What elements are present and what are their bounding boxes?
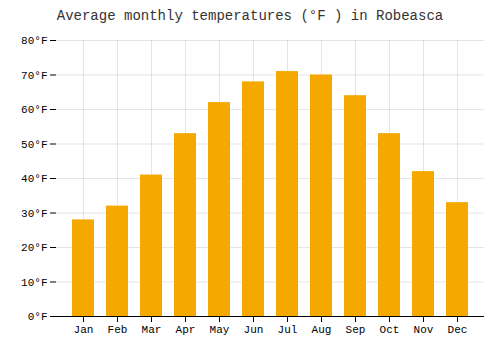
svg-text:Mar: Mar <box>142 324 162 336</box>
svg-text:Oct: Oct <box>380 324 400 336</box>
svg-text:Sep: Sep <box>346 324 366 336</box>
svg-text:40°F: 40°F <box>21 173 47 185</box>
svg-text:Jun: Jun <box>244 324 264 336</box>
svg-text:50°F: 50°F <box>21 139 47 151</box>
svg-text:Apr: Apr <box>176 324 196 336</box>
svg-text:70°F: 70°F <box>21 70 47 82</box>
svg-text:20°F: 20°F <box>21 242 47 254</box>
svg-text:Nov: Nov <box>414 324 434 336</box>
svg-text:30°F: 30°F <box>21 208 47 220</box>
svg-text:Feb: Feb <box>108 324 128 336</box>
svg-text:0°F: 0°F <box>28 311 48 323</box>
svg-text:10°F: 10°F <box>21 277 47 289</box>
svg-text:Jul: Jul <box>278 324 298 336</box>
svg-text:60°F: 60°F <box>21 104 47 116</box>
svg-text:Dec: Dec <box>448 324 468 336</box>
svg-text:Aug: Aug <box>312 324 332 336</box>
svg-text:May: May <box>210 324 230 336</box>
svg-text:80°F: 80°F <box>21 35 47 47</box>
html-text:Average monthly temperatures (: Average monthly temperatures (°F ) in Ro… <box>56 8 444 24</box>
svg-text:Jan: Jan <box>74 324 94 336</box>
